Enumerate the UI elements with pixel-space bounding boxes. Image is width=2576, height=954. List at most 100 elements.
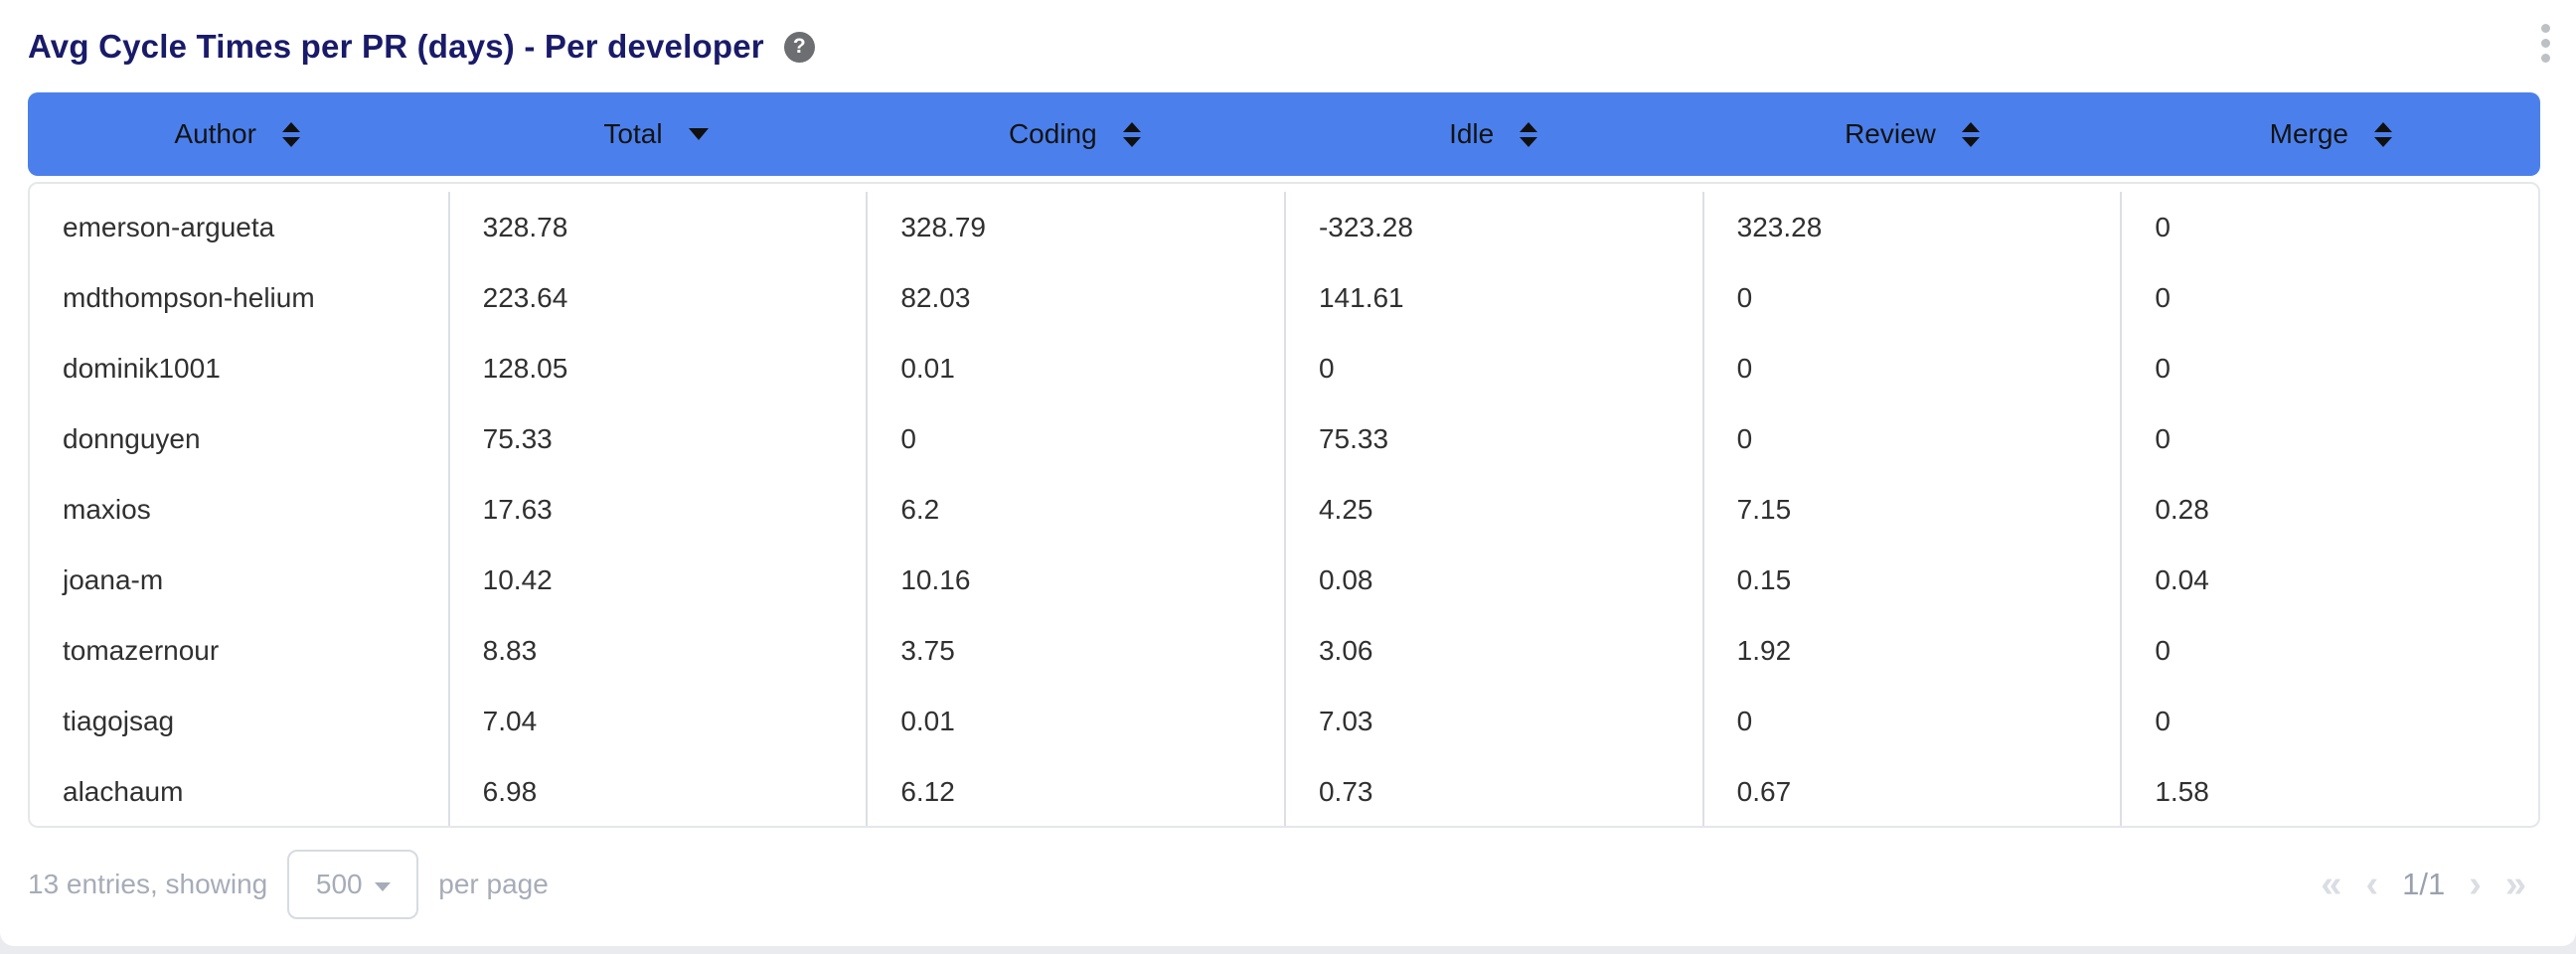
cell-idle: 7.03 <box>1284 686 1702 756</box>
cell-author: emerson-argueta <box>30 192 448 262</box>
cell-review: 0 <box>1702 403 2121 474</box>
column-label: Idle <box>1449 118 1494 150</box>
cell-review: 0.15 <box>1702 545 2121 615</box>
cell-total: 128.05 <box>448 333 867 403</box>
sort-icon <box>1962 122 1980 147</box>
table-row: alachaum6.986.120.730.671.58 <box>30 756 2538 827</box>
help-icon[interactable]: ? <box>784 32 815 63</box>
cell-coding: 82.03 <box>866 262 1284 333</box>
cell-review: 0 <box>1702 333 2121 403</box>
kebab-menu-icon[interactable] <box>2535 18 2556 69</box>
cell-coding: 0.01 <box>866 686 1284 756</box>
cell-total: 8.83 <box>448 615 867 686</box>
cell-merge: 0 <box>2120 615 2538 686</box>
cell-total: 7.04 <box>448 686 867 756</box>
page-title: Avg Cycle Times per PR (days) - Per deve… <box>28 28 764 66</box>
cell-review: 0 <box>1702 686 2121 756</box>
sort-icon <box>1520 122 1537 147</box>
table-row: mdthompson-helium223.6482.03141.6100 <box>30 262 2538 333</box>
sort-icon <box>1123 122 1141 147</box>
cell-total: 10.42 <box>448 545 867 615</box>
per-page-label: per page <box>438 869 549 900</box>
cell-author: tiagojsag <box>30 686 448 756</box>
column-label: Merge <box>2270 118 2348 150</box>
table-row: emerson-argueta328.78328.79-323.28323.28… <box>30 192 2538 262</box>
cell-author: donnguyen <box>30 403 448 474</box>
table-body: emerson-argueta328.78328.79-323.28323.28… <box>28 182 2540 828</box>
cell-review: 7.15 <box>1702 474 2121 545</box>
cell-total: 328.78 <box>448 192 867 262</box>
table-footer: 13 entries, showing 500 per page « ‹ 1/1… <box>28 850 2540 919</box>
column-header-idle[interactable]: Idle <box>1284 92 1702 176</box>
column-header-merge[interactable]: Merge <box>2122 92 2540 176</box>
column-header-author[interactable]: Author <box>28 92 446 176</box>
sort-icon <box>2374 122 2392 147</box>
cell-idle: 75.33 <box>1284 403 1702 474</box>
column-header-total[interactable]: Total <box>446 92 865 176</box>
cell-total: 17.63 <box>448 474 867 545</box>
table-row: joana-m10.4210.160.080.150.04 <box>30 545 2538 615</box>
cell-coding: 3.75 <box>866 615 1284 686</box>
cell-merge: 0 <box>2120 333 2538 403</box>
cell-coding: 0.01 <box>866 333 1284 403</box>
table-row: tomazernour8.833.753.061.920 <box>30 615 2538 686</box>
cell-idle: 0.73 <box>1284 756 1702 827</box>
cell-author: dominik1001 <box>30 333 448 403</box>
table-header-row: Author Total Coding Idle Review Merge <box>28 92 2540 176</box>
column-label: Author <box>174 118 256 150</box>
cell-merge: 1.58 <box>2120 756 2538 827</box>
cell-idle: 0.08 <box>1284 545 1702 615</box>
prev-page-button[interactable]: ‹ <box>2365 866 2378 903</box>
pagination: « ‹ 1/1 › » <box>2321 866 2540 903</box>
cell-merge: 0 <box>2120 192 2538 262</box>
cell-coding: 328.79 <box>866 192 1284 262</box>
column-header-review[interactable]: Review <box>1702 92 2121 176</box>
page-indicator: 1/1 <box>2402 867 2445 902</box>
last-page-button[interactable]: » <box>2505 866 2526 903</box>
first-page-button[interactable]: « <box>2321 866 2341 903</box>
cell-coding: 10.16 <box>866 545 1284 615</box>
column-header-coding[interactable]: Coding <box>866 92 1284 176</box>
column-label: Coding <box>1009 118 1097 150</box>
table-row: donnguyen75.33075.3300 <box>30 403 2538 474</box>
cell-merge: 0.04 <box>2120 545 2538 615</box>
cell-review: 0 <box>1702 262 2121 333</box>
table-row: maxios17.636.24.257.150.28 <box>30 474 2538 545</box>
cell-author: joana-m <box>30 545 448 615</box>
cell-idle: 0 <box>1284 333 1702 403</box>
cell-review: 0.67 <box>1702 756 2121 827</box>
cell-idle: 141.61 <box>1284 262 1702 333</box>
cell-coding: 6.2 <box>866 474 1284 545</box>
cell-total: 75.33 <box>448 403 867 474</box>
column-label: Total <box>603 118 662 150</box>
cell-coding: 0 <box>866 403 1284 474</box>
sort-desc-icon <box>689 128 709 140</box>
cell-merge: 0 <box>2120 686 2538 756</box>
cell-idle: 4.25 <box>1284 474 1702 545</box>
dashboard-widget-card: Avg Cycle Times per PR (days) - Per deve… <box>0 0 2576 946</box>
cell-merge: 0.28 <box>2120 474 2538 545</box>
cell-author: maxios <box>30 474 448 545</box>
cell-merge: 0 <box>2120 403 2538 474</box>
sort-icon <box>282 122 300 147</box>
cell-author: tomazernour <box>30 615 448 686</box>
cell-review: 1.92 <box>1702 615 2121 686</box>
column-label: Review <box>1845 118 1936 150</box>
table-row: tiagojsag7.040.017.0300 <box>30 686 2538 756</box>
chevron-down-icon <box>375 882 391 891</box>
cell-review: 323.28 <box>1702 192 2121 262</box>
next-page-button[interactable]: › <box>2469 866 2482 903</box>
cell-author: alachaum <box>30 756 448 827</box>
cell-merge: 0 <box>2120 262 2538 333</box>
cell-idle: 3.06 <box>1284 615 1702 686</box>
page-size-dropdown[interactable]: 500 <box>287 850 418 919</box>
widget-header: Avg Cycle Times per PR (days) - Per deve… <box>28 16 2540 78</box>
cell-coding: 6.12 <box>866 756 1284 827</box>
page-size-value: 500 <box>316 869 363 900</box>
cell-total: 223.64 <box>448 262 867 333</box>
cell-idle: -323.28 <box>1284 192 1702 262</box>
cell-author: mdthompson-helium <box>30 262 448 333</box>
table-row: dominik1001128.050.01000 <box>30 333 2538 403</box>
entries-count-label: 13 entries, showing <box>28 869 267 900</box>
cell-total: 6.98 <box>448 756 867 827</box>
